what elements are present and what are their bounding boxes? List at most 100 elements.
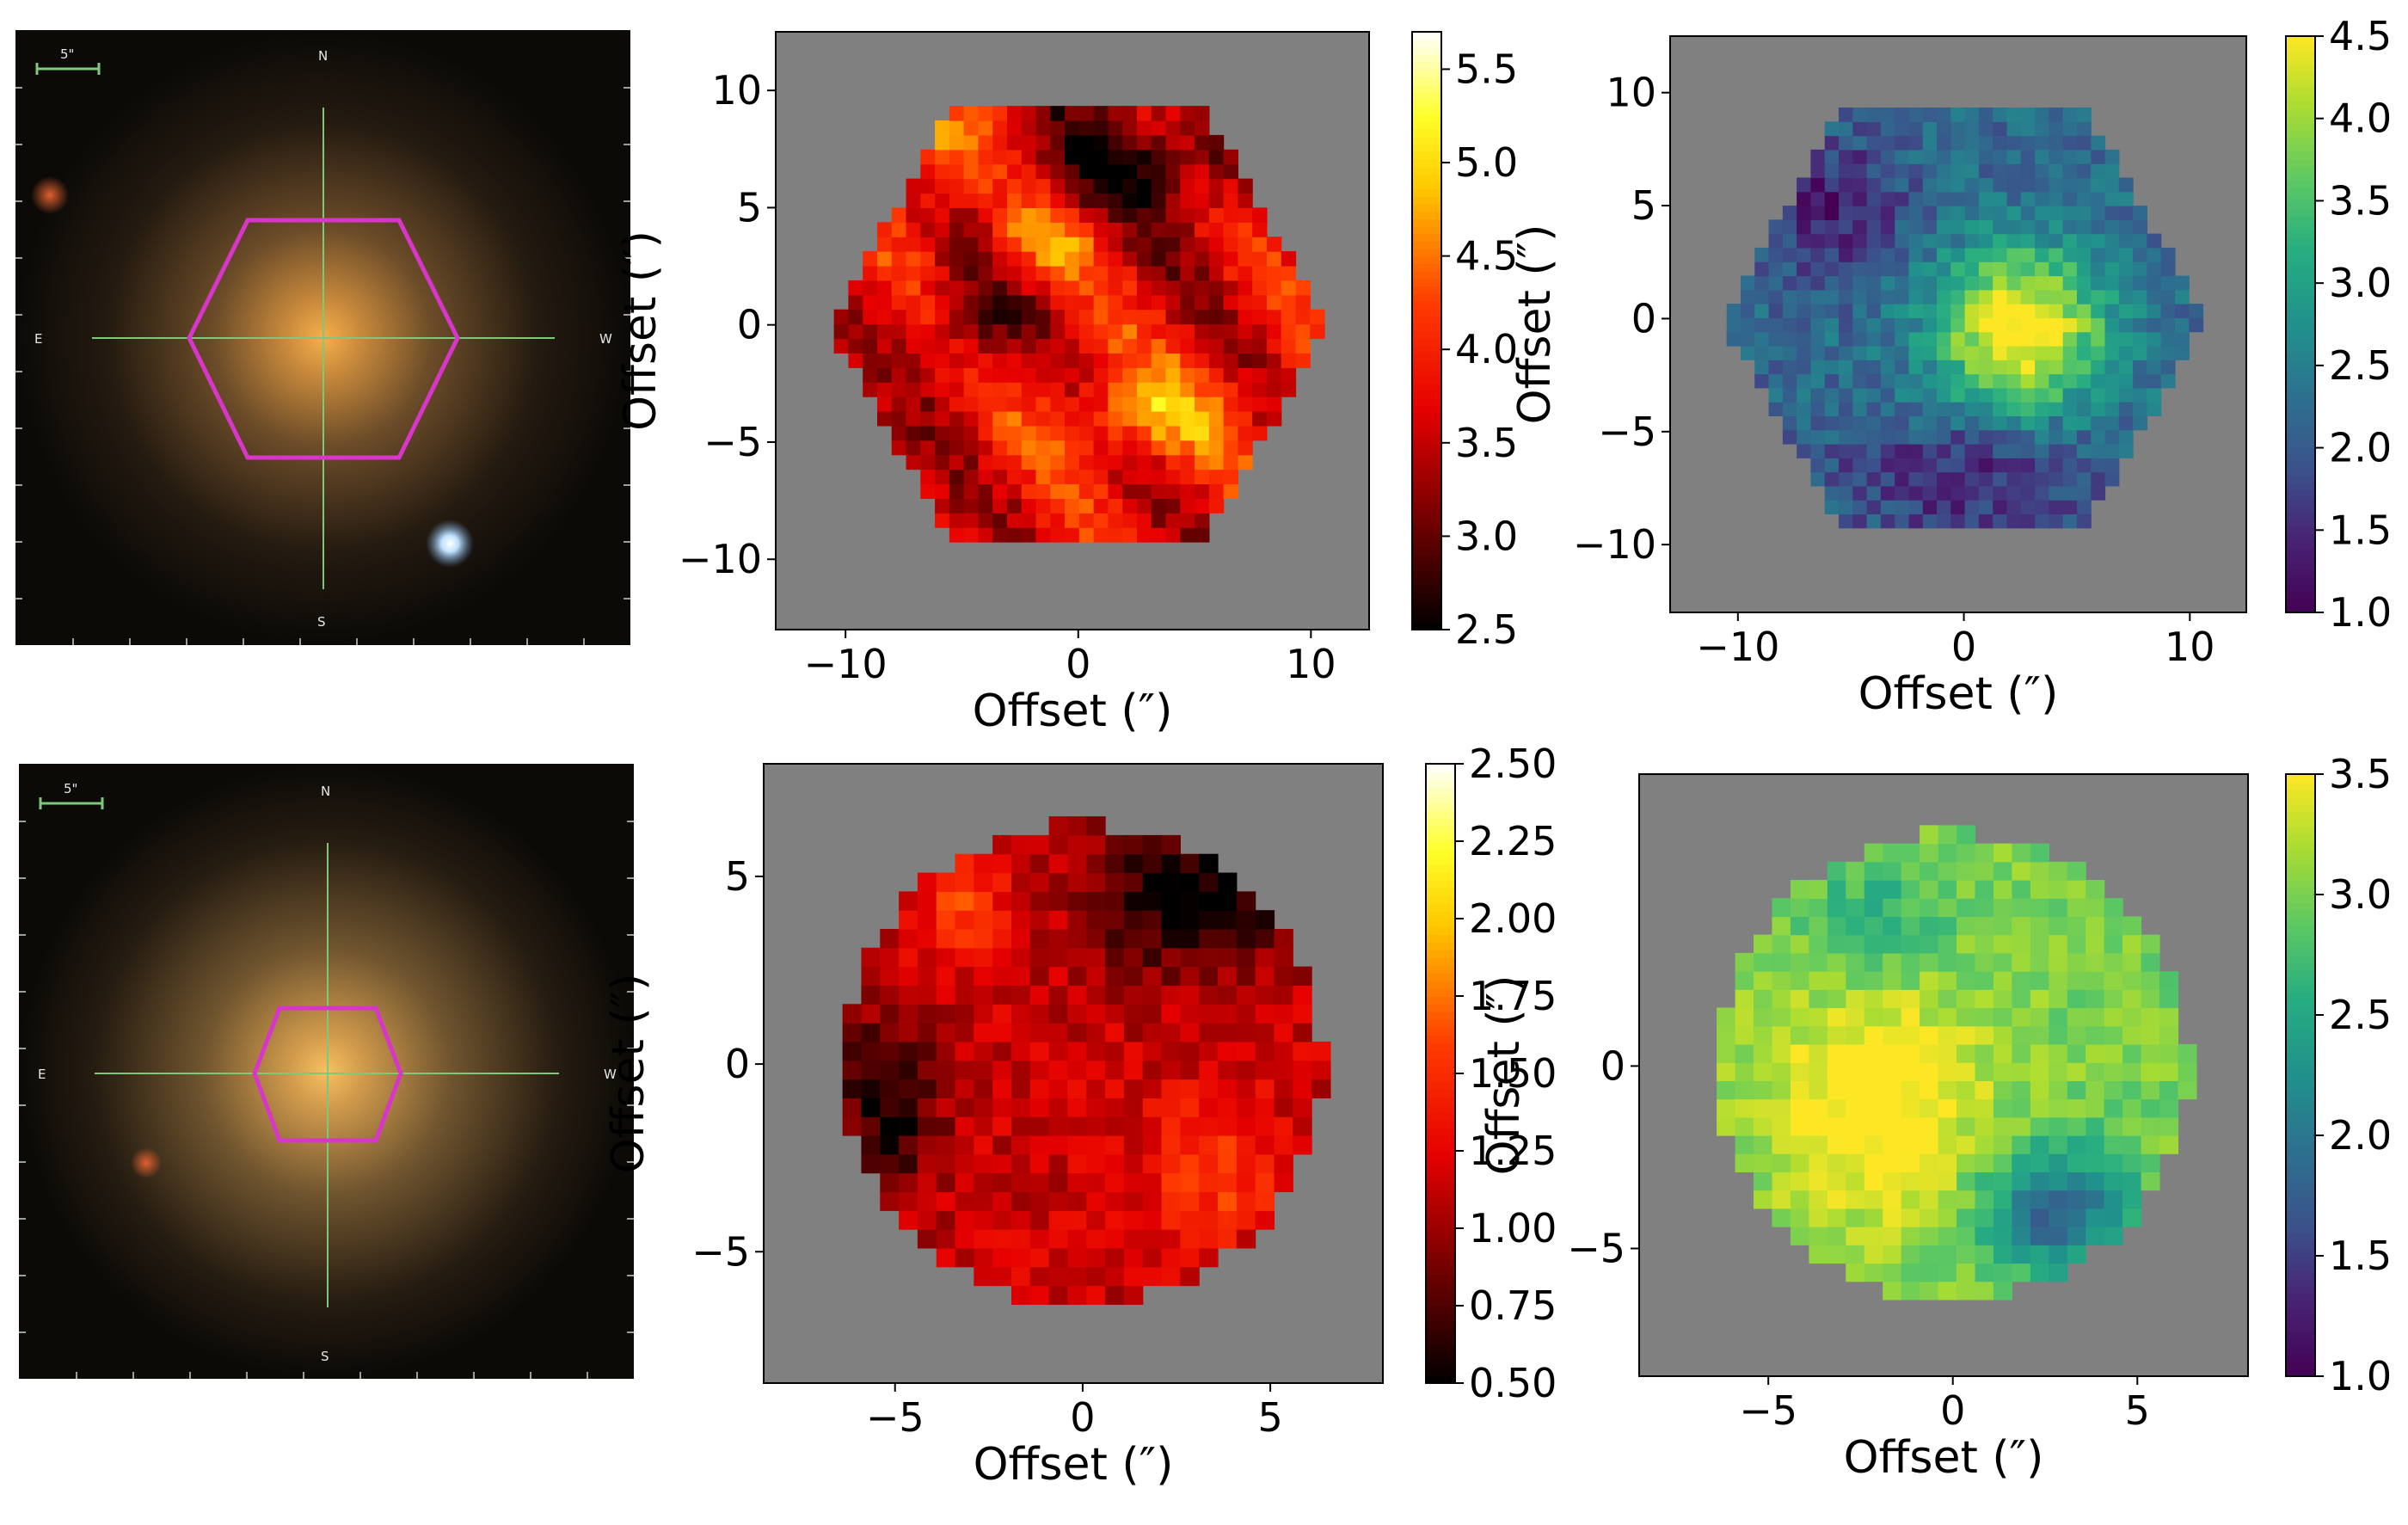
heatmap-cell <box>1964 135 1980 151</box>
heatmap-cell <box>1108 237 1123 252</box>
heatmap-cell <box>949 483 965 499</box>
heatmap-cell <box>1236 947 1256 968</box>
heatmap-cell <box>891 367 907 383</box>
heatmap-cell <box>1067 1229 1087 1249</box>
heatmap-cell <box>1067 947 1087 968</box>
heatmap-cell <box>1208 440 1225 456</box>
heatmap-cell <box>1809 1153 1828 1173</box>
heatmap-cell <box>1901 971 1920 990</box>
heatmap-cell <box>1035 280 1051 296</box>
y-tick-label: 5 <box>1631 182 1656 229</box>
heatmap-cell <box>2086 1098 2105 1118</box>
heatmap-cell <box>1123 1172 1144 1193</box>
heatmap-cell <box>1782 415 1797 431</box>
heatmap-cell <box>949 280 965 296</box>
heatmap-cell <box>1864 952 1883 972</box>
heatmap-cell <box>992 280 1008 296</box>
heatmap-cell <box>1136 382 1152 397</box>
heatmap-cell <box>1754 1007 1773 1027</box>
colorbar-segment <box>2286 1240 2315 1250</box>
heatmap-cell <box>1938 1171 1957 1191</box>
heatmap-cell <box>1864 1135 1883 1154</box>
heatmap-cell <box>1108 397 1123 412</box>
heatmap-cell <box>1978 163 1993 179</box>
heatmap-cell <box>2104 916 2123 936</box>
heatmap-cell <box>1142 985 1163 1005</box>
heatmap-cell <box>2104 934 2123 954</box>
heatmap-cell <box>1199 910 1219 930</box>
heatmap-cell <box>2030 952 2049 972</box>
heatmap-cell <box>1067 1023 1087 1042</box>
heatmap-cell <box>2035 415 2049 431</box>
colorbar-segment <box>1412 316 1441 324</box>
heatmap-cell <box>955 1247 974 1268</box>
heatmap-cell <box>992 1004 1012 1024</box>
heatmap-cell <box>2086 1043 2105 1063</box>
heatmap-cell <box>1123 1153 1144 1174</box>
heatmap-cell <box>2030 1025 2049 1045</box>
heatmap-cell <box>1846 1116 1865 1136</box>
heatmap-cell <box>2020 500 2036 515</box>
heatmap-cell <box>2020 429 2036 445</box>
heatmap-cell <box>1839 219 1853 235</box>
heatmap-cell <box>2141 989 2160 1009</box>
heatmap-cell <box>1021 397 1037 412</box>
heatmap-cell <box>1293 1023 1312 1042</box>
heatmap-cell <box>2006 429 2022 445</box>
heatmap-cell <box>1908 135 1924 151</box>
heatmap-cell <box>1956 1281 1976 1301</box>
heatmap-cell <box>1218 1116 1238 1136</box>
heatmap-cell <box>949 382 965 397</box>
heatmap-cell <box>1754 261 1770 277</box>
heatmap-cell <box>1252 382 1268 397</box>
heatmap-cell <box>2160 373 2176 389</box>
heatmap-cell <box>1065 149 1080 165</box>
heatmap-cell <box>2133 233 2147 249</box>
colorbar-segment <box>2286 879 2315 889</box>
colorbar-segment <box>1412 271 1441 280</box>
heatmap-cell <box>1824 360 1840 375</box>
heatmap-cell <box>1993 1227 2012 1245</box>
colorbar-segment <box>2286 187 2315 196</box>
heatmap-cell <box>2020 177 2036 193</box>
heatmap-cell <box>1293 985 1312 1005</box>
heatmap-cell <box>1078 106 1095 121</box>
heatmap-cell <box>1809 1062 1828 1081</box>
heatmap-cell <box>1266 237 1282 252</box>
heatmap-cell <box>1238 353 1253 368</box>
heatmap-cell <box>1797 261 1812 277</box>
heatmap-cell <box>917 1153 937 1174</box>
heatmap-cell <box>2159 989 2179 1009</box>
heatmap-cell <box>899 1135 918 1155</box>
heatmap-cell <box>1180 440 1195 456</box>
heatmap-cell <box>978 106 993 121</box>
heatmap-cell <box>2104 331 2120 347</box>
heatmap-cell <box>1846 1062 1865 1081</box>
heatmap-cell <box>1717 1116 1736 1136</box>
heatmap-cell <box>2091 360 2106 375</box>
heatmap-cell <box>2118 177 2134 193</box>
heatmap-cell <box>906 207 921 223</box>
heatmap-cell <box>1195 338 1210 354</box>
colorbar-segment <box>2286 1105 2315 1114</box>
heatmap-cell <box>1824 387 1840 403</box>
heatmap-cell <box>2049 135 2064 151</box>
heatmap-cell <box>1950 360 1966 375</box>
heatmap-cell <box>1180 891 1200 911</box>
colorbar-segment <box>1412 83 1441 93</box>
heatmap-cell <box>876 367 893 383</box>
heatmap-cell <box>1223 163 1238 180</box>
colorbar-segment <box>2286 65 2315 73</box>
heatmap-cell <box>1050 367 1066 383</box>
heatmap-cell <box>1199 1023 1219 1042</box>
heatmap-cell <box>1108 440 1123 456</box>
heatmap-cell <box>1883 952 1902 972</box>
heatmap-cell <box>949 425 965 441</box>
heatmap-cell <box>1266 294 1282 311</box>
heatmap-cell <box>1223 149 1238 165</box>
heatmap-cell <box>1067 1079 1087 1098</box>
heatmap-cell <box>2062 402 2078 417</box>
heatmap-cell <box>1078 207 1095 223</box>
colorbar-segment <box>2286 569 2315 577</box>
